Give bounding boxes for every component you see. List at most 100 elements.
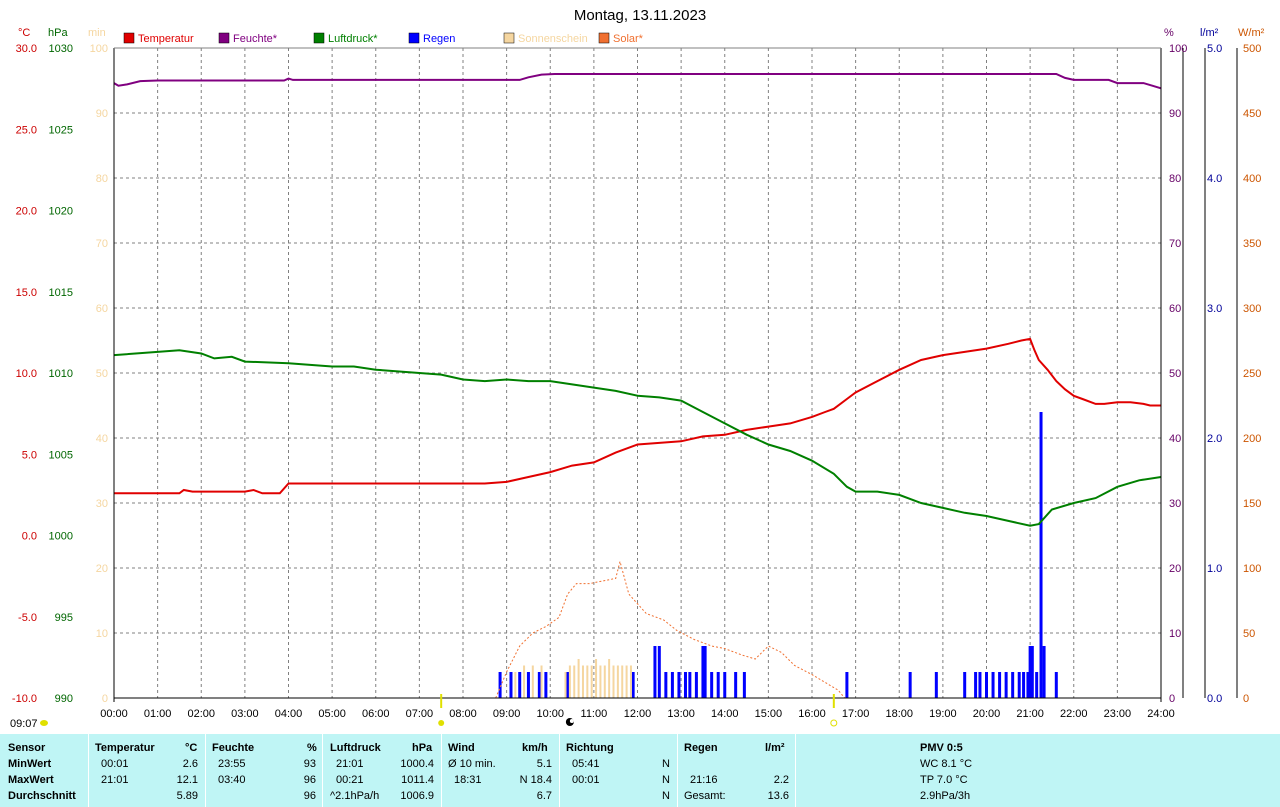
tick-label-time: 02:00	[187, 708, 215, 720]
tick-label-time: 01:00	[144, 708, 172, 720]
press-min-time: 21:01	[336, 758, 364, 770]
rain-bar	[1030, 646, 1034, 698]
tick-label-solar: 200	[1243, 433, 1261, 445]
tick-label-sunshine: 10	[96, 628, 108, 640]
header-humidity-unit: %	[307, 742, 317, 754]
rain-max-time: 21:16	[690, 774, 718, 786]
wind-max-time: 18:31	[454, 774, 482, 786]
tick-label-temperature: 30.0	[16, 43, 37, 55]
legend-swatch	[598, 32, 610, 44]
wind-average: 6.7	[536, 790, 552, 802]
rain-bar	[1039, 412, 1043, 698]
sunshine-bar	[603, 665, 606, 698]
hum-max-time: 03:40	[218, 774, 246, 786]
tick-label-temperature: 25.0	[16, 124, 37, 136]
row-label-max: MaxWert	[8, 774, 54, 786]
temp-average: 5.89	[176, 790, 198, 802]
header-direction: Richtung	[566, 742, 614, 754]
tick-label-humidity: 0	[1169, 693, 1175, 705]
rain-bar	[1035, 672, 1039, 698]
dir-max-value: N	[662, 774, 670, 786]
sunshine-bar	[625, 665, 628, 698]
tick-label-rain: 1.0	[1207, 563, 1222, 575]
tick-label-time: 14:00	[711, 708, 739, 720]
tick-label-sunshine: 50	[96, 368, 108, 380]
tick-label-pressure: 995	[55, 612, 73, 624]
tick-label-pressure: 990	[55, 693, 73, 705]
tick-label-temperature: -10.0	[12, 693, 37, 705]
tick-label-time: 15:00	[755, 708, 783, 720]
tick-label-solar: 100	[1243, 563, 1261, 575]
tick-label-time: 05:00	[318, 708, 346, 720]
pmv-windchill: WC 8.1 °C	[920, 758, 973, 770]
rain-bar	[1042, 646, 1046, 698]
dir-min-time: 05:41	[572, 758, 600, 770]
series-line-solar	[495, 559, 846, 699]
tick-label-solar: 400	[1243, 173, 1261, 185]
rain-bar	[498, 672, 502, 698]
tick-label-humidity: 100	[1169, 43, 1187, 55]
header-temperature-unit: °C	[185, 742, 198, 754]
chart-title: Montag, 13.11.2023	[574, 7, 706, 24]
axis-unit-solar: W/m²	[1238, 27, 1265, 39]
sunset-dot	[830, 719, 838, 727]
tick-label-pressure: 1000	[49, 531, 73, 543]
sunshine-bar	[616, 665, 619, 698]
wind-max-value: N 18.4	[519, 774, 552, 786]
rain-bar	[694, 672, 698, 698]
header-wind: Wind	[448, 742, 475, 754]
rain-bar	[670, 672, 674, 698]
tick-label-time: 16:00	[798, 708, 826, 720]
sunshine-bar	[621, 665, 624, 698]
rain-bar	[845, 672, 849, 698]
tick-label-rain: 0.0	[1207, 693, 1222, 705]
legend-label: Luftdruck*	[328, 33, 378, 45]
tick-label-time: 23:00	[1104, 708, 1132, 720]
axis-unit-pressure: hPa	[48, 27, 68, 39]
tick-label-time: 00:00	[100, 708, 128, 720]
axis-unit-rain: l/m²	[1200, 27, 1219, 39]
sunrise-dot	[438, 720, 445, 726]
tick-label-sunshine: 80	[96, 173, 108, 185]
rain-bar	[742, 672, 746, 698]
axis-unit-temperature: °C	[18, 27, 30, 39]
legend-label: Regen	[423, 33, 455, 45]
rain-total-value: 13.6	[767, 790, 789, 802]
sunshine-bar	[590, 665, 593, 698]
tick-label-humidity: 90	[1169, 108, 1181, 120]
rain-bar	[683, 672, 687, 698]
rain-bar	[1004, 672, 1008, 698]
sunshine-bar	[531, 665, 534, 698]
row-label-min: MinWert	[8, 758, 52, 770]
tick-label-pressure: 1010	[49, 368, 73, 380]
tick-label-humidity: 80	[1169, 173, 1181, 185]
dir-min-value: N	[662, 758, 670, 770]
sunshine-bar	[581, 665, 584, 698]
sunshine-bar	[573, 665, 576, 698]
tick-label-rain: 3.0	[1207, 303, 1222, 315]
tick-label-pressure: 1015	[49, 287, 73, 299]
tick-label-sunshine: 90	[96, 108, 108, 120]
tick-label-solar: 0	[1243, 693, 1249, 705]
legend-swatch	[313, 32, 325, 44]
rain-bar	[664, 672, 668, 698]
sunshine-bar	[608, 659, 611, 698]
tick-label-time: 19:00	[929, 708, 957, 720]
axis-unit-sunshine: min	[88, 27, 106, 39]
rain-bar	[677, 672, 681, 698]
sunshine-bar	[612, 665, 615, 698]
tick-label-rain: 4.0	[1207, 173, 1222, 185]
rain-bar	[1022, 672, 1026, 698]
rain-bar	[985, 672, 988, 698]
tick-label-time: 17:00	[842, 708, 870, 720]
pmv-dewpoint: TP 7.0 °C	[920, 774, 968, 786]
rain-bar	[978, 672, 982, 698]
tick-label-solar: 150	[1243, 498, 1261, 510]
rain-bar	[1028, 646, 1032, 698]
tick-label-solar: 50	[1243, 628, 1255, 640]
tick-label-time: 21:00	[1016, 708, 1044, 720]
tick-label-humidity: 30	[1169, 498, 1181, 510]
rain-bar	[1017, 672, 1021, 698]
tick-label-temperature: -5.0	[18, 612, 37, 624]
hum-max-value: 96	[303, 774, 316, 786]
